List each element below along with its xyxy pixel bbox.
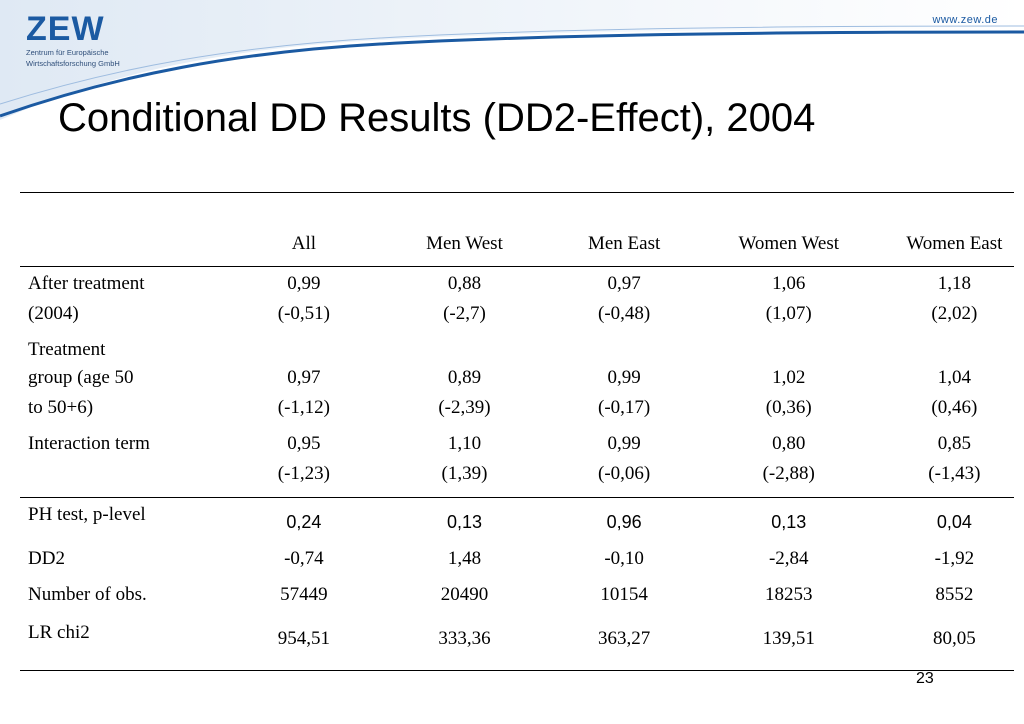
table-row: After treatment 0,99 0,88 0,97 1,06 1,18 (20, 267, 1014, 304)
cell-tstat: (-2,7) (443, 303, 486, 324)
cell-value: -0,74 (284, 548, 324, 569)
cell-value: 0,85 (937, 433, 971, 454)
table-spacer-row (20, 192, 1014, 234)
row-label-treatment-group-2: group (age 50 (28, 367, 134, 388)
cell-value: 0,95 (287, 433, 321, 454)
cell-value: 0,13 (771, 512, 807, 532)
table-row: Number of obs. 57449 20490 10154 18253 8… (20, 584, 1014, 618)
cell-value: 0,99 (287, 273, 321, 294)
cell-value: -1,92 (934, 548, 975, 569)
cell-value: 1,04 (937, 367, 971, 388)
slide-title: Conditional DD Results (DD2-Effect), 200… (58, 96, 816, 140)
cell-value: 0,80 (772, 433, 806, 454)
table-row: Treatment (20, 339, 1014, 367)
cell-value: 57449 (280, 584, 328, 605)
col-header-women-east: Women East (906, 233, 1003, 254)
row-label-ph-test: PH test, p-level (28, 504, 146, 525)
cell-value: 0,99 (607, 433, 641, 454)
cell-tstat: (2,02) (931, 303, 978, 324)
cell-tstat: (-0,51) (277, 303, 330, 324)
cell-value: -2,84 (768, 548, 809, 569)
table-row: DD2 -0,74 1,48 -0,10 -2,84 -1,92 (20, 548, 1014, 584)
row-label-after-treatment-year: (2004) (28, 303, 79, 324)
col-header-men-east: Men East (587, 233, 661, 254)
cell-value: 0,04 (936, 512, 972, 532)
logo-subtitle-1: Zentrum für Europäische (26, 48, 109, 57)
cell-tstat: (-0,17) (598, 397, 651, 418)
cell-value: 954,51 (277, 628, 330, 649)
table-row: (-1,23) (1,39) (-0,06) (-2,88) (-1,43) (20, 463, 1014, 498)
col-header-all: All (291, 233, 316, 254)
row-label-treatment-group: Treatment (28, 339, 106, 360)
cell-tstat: (-2,39) (438, 397, 491, 418)
table-row: Interaction term 0,95 1,10 0,99 0,80 0,8… (20, 433, 1014, 463)
zew-logo: ZEW Zentrum für Europäische Wirtschaftsf… (26, 12, 120, 68)
cell-value: 1,10 (447, 433, 482, 454)
cell-value: 0,97 (287, 367, 321, 388)
table-header-row: All Men West Men East Women West Women E… (20, 233, 1014, 267)
cell-tstat: (-2,88) (762, 463, 815, 484)
page-number: 23 (916, 670, 934, 687)
table-row: (2004) (-0,51) (-2,7) (-0,48) (1,07) (2,… (20, 303, 1014, 339)
table-row: PH test, p-level 0,24 0,13 0,96 0,13 0,0… (20, 498, 1014, 549)
row-label-nobs: Number of obs. (28, 584, 147, 605)
row-label-interaction: Interaction term (28, 433, 150, 454)
cell-tstat: (1,07) (765, 303, 812, 324)
cell-tstat: (1,39) (441, 463, 488, 484)
cell-value: 1,02 (772, 367, 806, 388)
row-label-dd2: DD2 (28, 548, 65, 569)
cell-value: 1,06 (772, 273, 806, 294)
header-wave-decoration (0, 0, 1024, 120)
cell-tstat: (0,46) (931, 397, 978, 418)
table-row: group (age 50 0,97 0,89 0,99 1,02 1,04 (20, 367, 1014, 397)
logo-text: ZEW (26, 10, 105, 48)
cell-tstat: (0,36) (765, 397, 812, 418)
cell-value: 139,51 (762, 628, 815, 649)
col-header-men-west: Men West (426, 233, 503, 254)
cell-value: 20490 (440, 584, 489, 605)
cell-value: 363,27 (597, 628, 651, 649)
cell-tstat: (-1,43) (928, 463, 981, 484)
row-label-treatment-group-3: to 50+6) (28, 397, 94, 418)
col-header-women-west: Women West (738, 233, 839, 254)
cell-value: 1,48 (447, 548, 482, 569)
cell-value: 8552 (935, 584, 974, 605)
cell-value: 0,96 (606, 512, 642, 532)
cell-value: -0,10 (604, 548, 644, 569)
table-row: LR chi2 954,51 333,36 363,27 139,51 80,0… (20, 618, 1014, 671)
cell-value: 0,24 (286, 512, 322, 532)
row-label-after-treatment: After treatment (28, 273, 145, 294)
website-url: www.zew.de (932, 14, 998, 26)
cell-value: 0,97 (607, 273, 641, 294)
results-table: All Men West Men East Women West Women E… (20, 192, 1014, 671)
cell-value: 10154 (600, 584, 648, 605)
cell-value: 0,99 (607, 367, 641, 388)
cell-value: 18253 (764, 584, 813, 605)
cell-value: 333,36 (438, 628, 491, 649)
cell-tstat: (-1,23) (277, 463, 330, 484)
cell-tstat: (-1,12) (277, 397, 330, 418)
cell-value: 1,18 (937, 273, 971, 294)
table-row: to 50+6) (-1,12) (-2,39) (-0,17) (0,36) … (20, 397, 1014, 433)
cell-tstat: (-0,06) (598, 463, 651, 484)
cell-value: 0,13 (446, 512, 482, 532)
cell-value: 0,89 (447, 367, 482, 388)
row-label-lr-chi2: LR chi2 (28, 622, 90, 643)
cell-tstat: (-0,48) (598, 303, 651, 324)
cell-value: 80,05 (933, 628, 976, 649)
logo-subtitle-2: Wirtschaftsforschung GmbH (26, 59, 120, 68)
cell-value: 0,88 (447, 273, 482, 294)
